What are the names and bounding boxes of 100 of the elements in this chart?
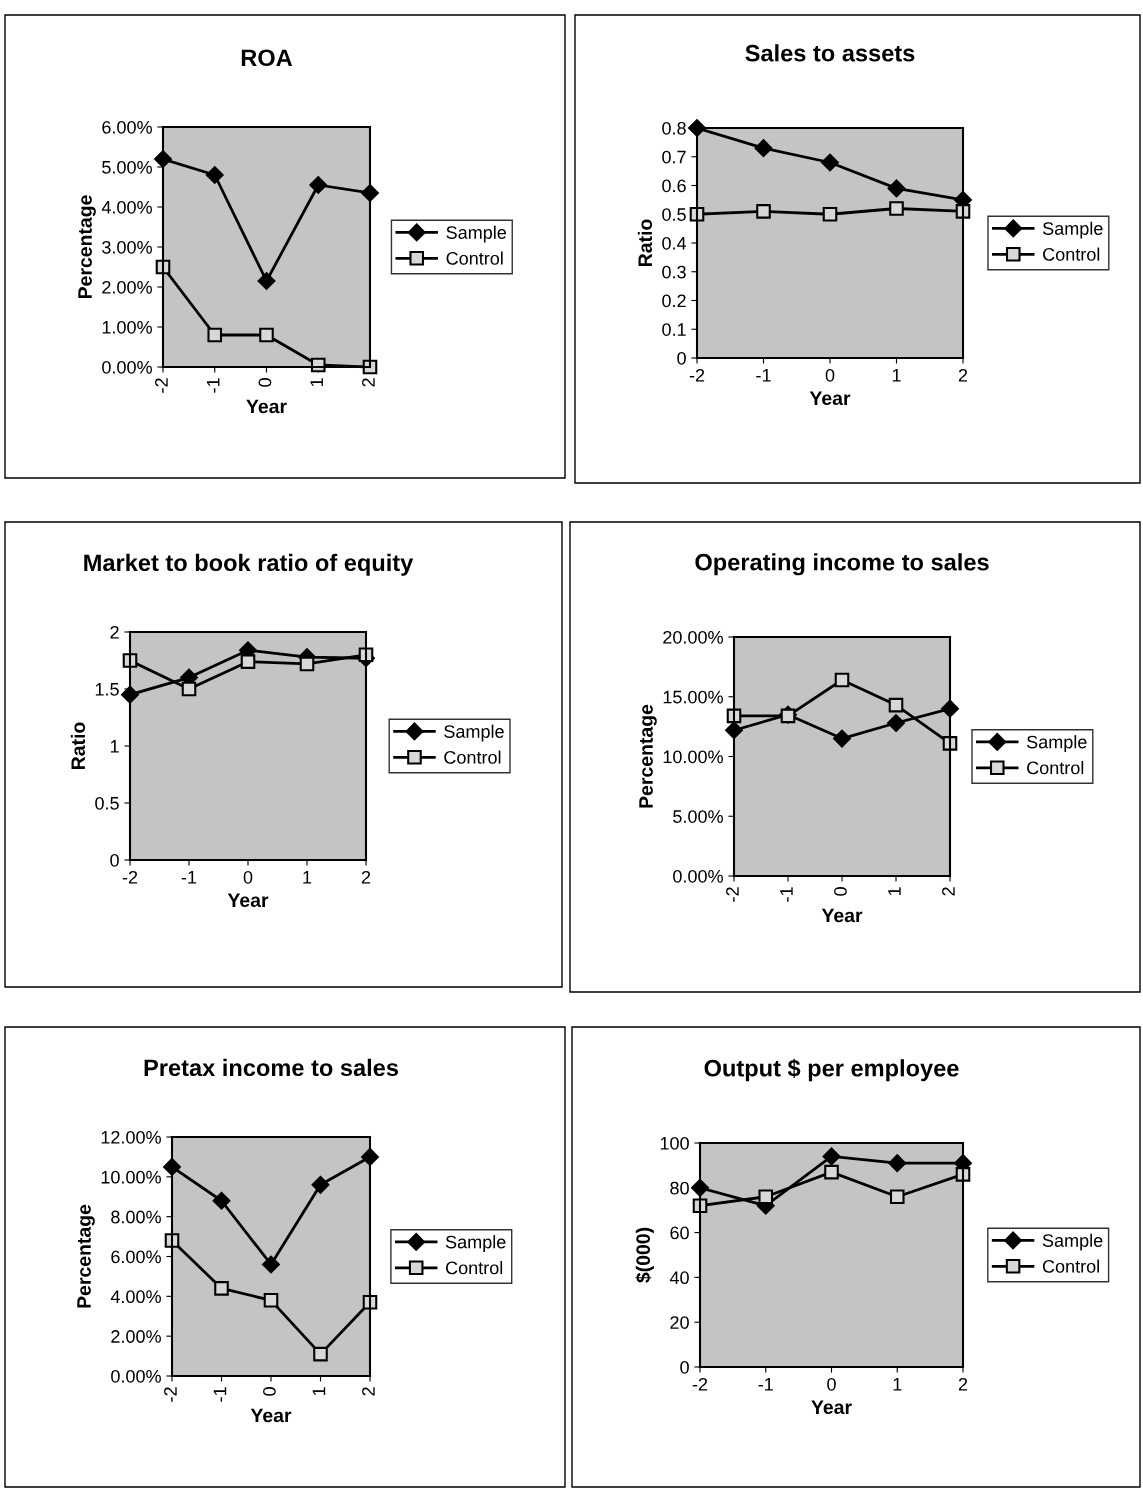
x-tick-label: -1 — [181, 871, 197, 884]
point — [240, 654, 256, 669]
y-tick-label: 0.4 — [662, 236, 687, 250]
y-axis-title: Percentage — [77, 1204, 95, 1308]
x-axis-title: Year — [250, 1408, 292, 1423]
y-tick-label: 5.00% — [102, 160, 152, 174]
point — [887, 179, 906, 198]
x-axis-title: Year — [246, 399, 287, 414]
y-tick-label: 0.3 — [662, 265, 686, 279]
y-tick-label: 5.00% — [673, 810, 723, 823]
point — [205, 166, 224, 184]
x-tick-label: 0 — [827, 1377, 836, 1391]
y-tick-label: 2.00% — [111, 1330, 161, 1343]
y-axis-title: $(000) — [635, 1227, 654, 1283]
y-tick-label: 4.00% — [110, 1290, 161, 1304]
y-tick-label: 0.2 — [662, 294, 686, 308]
y-axis-title: Ratio — [637, 219, 653, 266]
legend-label: Control — [1043, 247, 1100, 261]
x-tick-label: -1 — [213, 1387, 227, 1402]
x-tick-label: -2 — [122, 870, 138, 884]
point — [754, 139, 773, 158]
x-tick-label: 1 — [888, 887, 901, 896]
y-axis-title: Percentage — [78, 195, 96, 299]
legend-label: Sample — [1042, 1233, 1103, 1251]
point — [259, 327, 274, 343]
x-axis-title: Year — [227, 893, 269, 908]
y-tick-label: 1.5 — [95, 683, 119, 696]
x-axis-title: Year — [811, 1400, 852, 1415]
chart-title: Operating income to sales — [695, 553, 989, 576]
chart-title: ROA — [241, 49, 293, 67]
y-tick-label: 0.7 — [662, 150, 686, 164]
point — [889, 201, 904, 216]
y-tick-label: 2.00% — [102, 280, 152, 294]
point — [689, 206, 705, 222]
point — [214, 1281, 229, 1296]
y-tick-label: 40 — [669, 1271, 689, 1285]
x-tick-label: -2 — [692, 1377, 708, 1391]
legend-label: Control — [445, 1261, 503, 1275]
legend-label: Sample — [445, 1235, 506, 1252]
x-tick-label: -1 — [780, 887, 793, 902]
x-tick-label: 1 — [893, 1378, 902, 1391]
y-tick-label: 4.00% — [101, 200, 152, 214]
y-tick-label: 0.5 — [662, 208, 686, 221]
chart-title: Sales to assets — [745, 44, 915, 62]
y-tick-label: 8.00% — [111, 1210, 161, 1224]
point — [822, 1147, 841, 1166]
x-axis-title: Year — [821, 908, 863, 923]
x-tick-label: 0 — [834, 887, 847, 896]
y-tick-label: 0.6 — [662, 179, 686, 193]
y-tick-label: 100 — [660, 1136, 689, 1150]
y-tick-label: 60 — [670, 1226, 689, 1240]
chart-title: Market to book ratio of equity — [84, 553, 414, 576]
y-tick-label: 0.00% — [673, 869, 723, 883]
point — [299, 656, 315, 672]
point — [888, 697, 904, 713]
x-tick-label: 2 — [361, 870, 371, 884]
y-axis-title: Ratio — [70, 722, 86, 769]
point — [834, 672, 850, 688]
x-tick-label: 1 — [312, 1387, 326, 1396]
legend-label: Sample — [1042, 221, 1103, 239]
x-tick-label: -1 — [207, 378, 220, 393]
x-tick-label: -1 — [758, 1378, 773, 1391]
chart-title: Pretax income to sales — [144, 1058, 398, 1077]
y-tick-label: 0.00% — [102, 360, 152, 374]
x-tick-label: 2 — [362, 378, 375, 387]
point — [758, 1189, 774, 1205]
x-tick-label: 0 — [263, 1387, 276, 1396]
y-tick-label: 20 — [670, 1316, 689, 1329]
y-tick-label: 0.00% — [111, 1369, 161, 1383]
x-tick-label: 2 — [958, 1377, 968, 1391]
y-tick-label: 15.00% — [663, 690, 723, 704]
x-tick-label: -2 — [726, 887, 739, 902]
legend-label: Sample — [444, 724, 504, 742]
x-tick-label: 0 — [825, 368, 835, 382]
legend-label: Sample — [1026, 735, 1087, 752]
y-axis-title: Percentage — [639, 704, 657, 808]
point — [887, 714, 905, 732]
x-tick-label: 0 — [258, 378, 272, 387]
x-tick-label: 2 — [942, 887, 955, 896]
y-tick-label: 0.8 — [662, 121, 686, 135]
y-tick-label: 1 — [110, 740, 119, 753]
x-tick-label: 0 — [243, 870, 253, 884]
point — [822, 206, 838, 222]
y-tick-label: 0.5 — [95, 796, 119, 810]
point — [263, 1293, 279, 1308]
point — [833, 729, 851, 748]
x-axis-title: Year — [809, 391, 851, 406]
x-tick-label: -1 — [756, 369, 771, 382]
y-tick-label: 0.1 — [662, 323, 686, 336]
x-tick-label: -2 — [689, 368, 705, 382]
y-tick-label: 80 — [670, 1181, 689, 1195]
y-tick-label: 3.00% — [102, 240, 152, 254]
point — [212, 1191, 231, 1210]
y-tick-label: 12.00% — [101, 1130, 161, 1144]
y-tick-label: 10.00% — [101, 1170, 161, 1184]
x-tick-label: -2 — [164, 1387, 177, 1402]
legend-label: Control — [1027, 761, 1084, 775]
y-tick-label: 2 — [110, 625, 119, 639]
legend-label: Control — [1042, 1259, 1099, 1273]
point — [824, 1164, 839, 1180]
